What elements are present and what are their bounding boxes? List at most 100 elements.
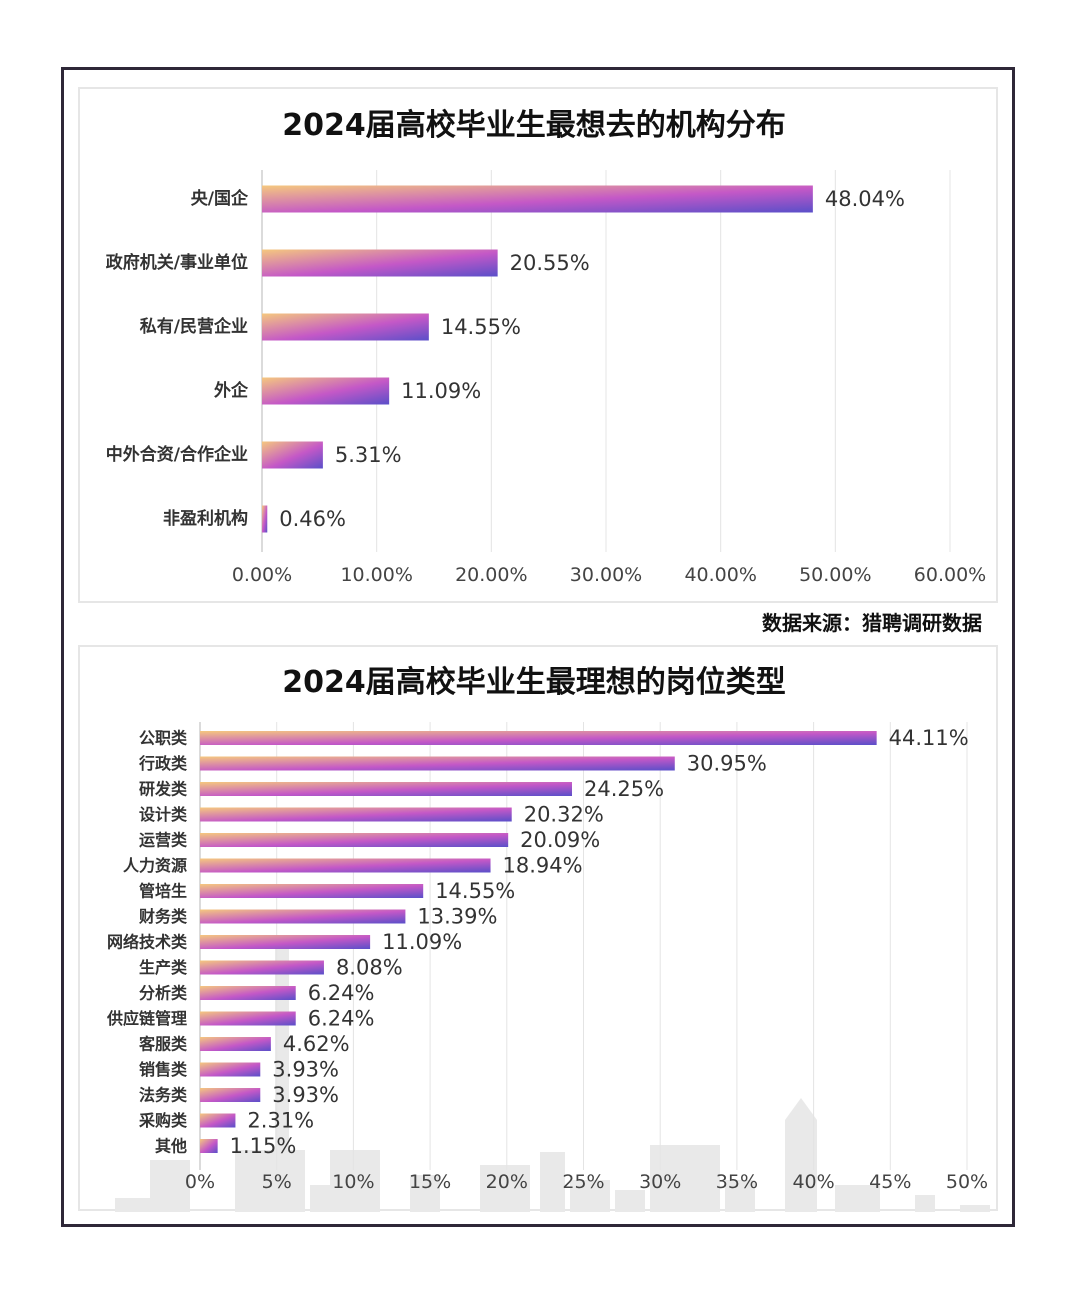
x-tick-label: 60.00% (914, 564, 986, 586)
x-tick-label: 50.00% (799, 564, 871, 586)
bar (200, 731, 877, 745)
value-label: 3.93% (272, 1083, 339, 1107)
category-label: 客服类 (139, 1035, 188, 1054)
skyline-building (915, 1195, 935, 1212)
skyline-building (115, 1198, 155, 1212)
skyline-building (410, 1175, 440, 1212)
x-tick-label: 10.00% (340, 564, 412, 586)
value-label: 5.31% (335, 443, 402, 467)
bar (200, 986, 296, 1000)
skyline-building (150, 1160, 190, 1212)
value-label: 13.39% (417, 905, 497, 929)
data-source-note: 数据来源：猎聘调研数据 (762, 611, 982, 635)
value-label: 6.24% (308, 981, 375, 1005)
bar (200, 1062, 261, 1077)
value-label: 2.31% (247, 1109, 314, 1133)
category-label: 人力资源 (123, 856, 187, 875)
bar (200, 960, 324, 975)
x-tick-label: 45% (869, 1171, 911, 1193)
category-label: 设计类 (139, 805, 188, 824)
bar (262, 249, 498, 277)
x-tick-label: 50% (946, 1171, 988, 1193)
bar (262, 185, 813, 213)
category-label: 采购类 (138, 1111, 188, 1130)
value-label: 6.24% (308, 1007, 375, 1031)
x-tick-label: 40.00% (684, 564, 756, 586)
value-label: 3.93% (272, 1058, 339, 1082)
bar (200, 909, 406, 924)
category-label: 财务类 (138, 907, 188, 926)
value-label: 20.09% (520, 828, 600, 852)
bar (200, 1011, 296, 1026)
chart-title-positions: 2024届高校毕业生最理想的岗位类型 (282, 665, 786, 700)
x-tick-label: 35% (716, 1171, 758, 1193)
category-label: 法务类 (139, 1086, 188, 1105)
value-label: 30.95% (687, 752, 767, 776)
bar (200, 1113, 236, 1128)
bar (262, 377, 390, 405)
skyline-building (785, 1120, 817, 1212)
x-tick-label: 25% (562, 1171, 604, 1193)
bar (200, 884, 424, 898)
skyline-building (725, 1180, 755, 1212)
value-label: 44.11% (889, 726, 969, 750)
skyline-building (540, 1152, 565, 1212)
x-tick-label: 30% (639, 1171, 681, 1193)
bar (200, 1037, 271, 1051)
value-label: 0.46% (279, 507, 346, 531)
x-tick-label: 0.00% (232, 564, 292, 586)
skyline-building (480, 1165, 530, 1212)
x-tick-label: 20.00% (455, 564, 527, 586)
value-label: 18.94% (503, 854, 583, 878)
category-label: 私有/民营企业 (140, 316, 248, 337)
category-label: 供应链管理 (106, 1009, 187, 1028)
skyline-spire (785, 1098, 817, 1120)
value-label: 20.32% (524, 803, 604, 827)
skyline-building (615, 1190, 645, 1212)
category-label: 外企 (214, 380, 249, 401)
chart-title-institutions: 2024届高校毕业生最想去的机构分布 (282, 108, 786, 143)
value-label: 4.62% (283, 1032, 350, 1056)
skyline-building (235, 1150, 305, 1212)
value-label: 20.55% (510, 251, 590, 275)
x-tick-label: 20% (486, 1171, 528, 1193)
bar (200, 807, 512, 822)
category-label: 政府机关/事业单位 (106, 252, 248, 273)
value-label: 1.15% (230, 1134, 297, 1158)
bar (200, 756, 675, 771)
skyline-building (275, 940, 289, 1212)
category-label: 研发类 (139, 780, 188, 799)
value-label: 14.55% (441, 315, 521, 339)
category-label: 网络技术类 (107, 933, 188, 952)
bar (262, 313, 429, 341)
value-label: 48.04% (825, 187, 905, 211)
category-label: 公职类 (139, 729, 188, 748)
skyline-building (330, 1150, 380, 1212)
value-label: 14.55% (435, 879, 515, 903)
bar (262, 505, 268, 533)
bar (200, 935, 371, 949)
x-tick-label: 30.00% (570, 564, 642, 586)
x-tick-label: 15% (409, 1171, 451, 1193)
bar (200, 858, 491, 873)
skyline-building (650, 1145, 720, 1212)
category-label: 分析类 (139, 984, 188, 1003)
value-label: 11.09% (382, 930, 462, 954)
skyline-building (835, 1185, 880, 1212)
category-label: 生产类 (139, 958, 188, 977)
x-tick-label: 5% (262, 1171, 292, 1193)
category-label: 非盈利机构 (163, 508, 248, 529)
x-tick-label: 10% (332, 1171, 374, 1193)
category-label: 行政类 (138, 754, 188, 773)
value-label: 11.09% (401, 379, 481, 403)
bar (262, 441, 323, 469)
bar (200, 833, 509, 847)
bar (200, 782, 572, 796)
value-label: 8.08% (336, 956, 403, 980)
x-tick-label: 40% (792, 1171, 834, 1193)
x-tick-label: 0% (185, 1171, 215, 1193)
category-label: 中外合资/合作企业 (106, 444, 248, 465)
